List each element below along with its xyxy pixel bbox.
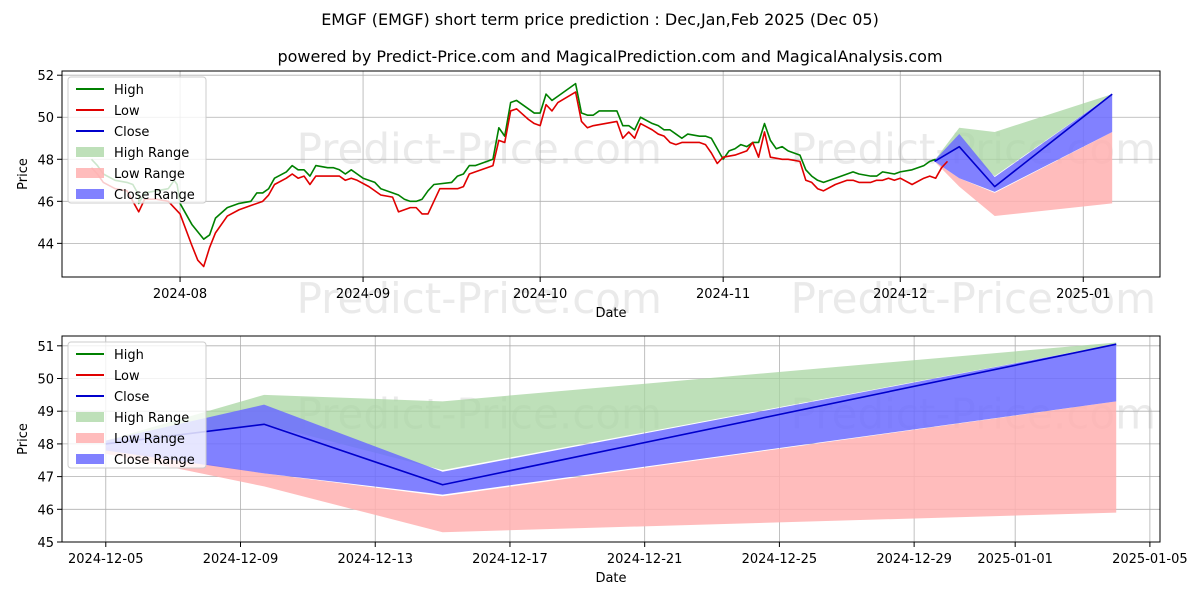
y-tick-label: 49 xyxy=(37,405,54,420)
top-chart-panel: Predict-Price.com Predict-Price.com Predic… xyxy=(16,69,1161,323)
y-tick-label: 47 xyxy=(37,471,54,486)
low-range-band xyxy=(934,131,1113,217)
close-range-legend-swatch xyxy=(76,454,104,464)
low-range-legend-label: Low Range xyxy=(114,167,185,182)
close-legend-label: Close xyxy=(114,390,149,405)
x-tick-label: 2024-10 xyxy=(513,287,567,302)
low-series-line xyxy=(90,91,949,268)
x-tick-label: 2025-01-05 xyxy=(1112,552,1188,567)
x-tick-label: 2024-12-17 xyxy=(472,552,548,567)
high-series-line xyxy=(90,82,936,240)
y-axis-label: Price xyxy=(16,423,31,455)
y-tick-label: 46 xyxy=(37,503,54,518)
y-tick-label: 50 xyxy=(37,111,54,126)
low-range-legend-label: Low Range xyxy=(114,432,185,447)
chart-title: EMGF (EMGF) short term price prediction … xyxy=(321,10,879,29)
y-tick-label: 45 xyxy=(37,536,54,551)
high-range-legend-swatch xyxy=(76,147,104,157)
close-range-legend-label: Close Range xyxy=(114,453,195,468)
high-range-band xyxy=(105,342,1117,471)
low-legend-label: Low xyxy=(114,104,140,119)
low-range-legend-swatch xyxy=(76,168,104,178)
x-tick-label: 2024-12 xyxy=(873,287,927,302)
x-tick-label: 2024-09 xyxy=(336,287,390,302)
x-tick-label: 2025-01-01 xyxy=(977,552,1053,567)
y-tick-label: 52 xyxy=(37,69,54,84)
bottom-chart-panel: Predict-Price.comPredict-Price.com2024-1… xyxy=(16,335,1188,586)
plot-frame xyxy=(61,70,1161,278)
chart-subtitle: powered by Predict-Price.com and Magical… xyxy=(277,47,942,66)
y-tick-label: 48 xyxy=(37,153,54,168)
x-tick-label: 2024-12-09 xyxy=(203,552,279,567)
x-tick-label: 2024-12-25 xyxy=(742,552,818,567)
close-series-line xyxy=(934,93,1113,188)
y-tick-label: 50 xyxy=(37,373,54,388)
plot-marks xyxy=(90,82,1113,268)
y-tick-label: 48 xyxy=(37,438,54,453)
high-range-legend-swatch xyxy=(76,412,104,422)
x-tick-label: 2024-12-05 xyxy=(68,552,144,567)
watermark-text: Predict-Price.com xyxy=(297,125,662,174)
high-legend-label: High xyxy=(114,348,144,363)
low-range-band xyxy=(105,401,1117,533)
x-tick-label: 2025-01 xyxy=(1056,287,1110,302)
watermark-text: Predict-Price.com xyxy=(297,274,662,323)
x-tick-label: 2024-12-29 xyxy=(876,552,952,567)
x-tick-label: 2024-08 xyxy=(153,287,207,302)
high-legend-label: High xyxy=(114,83,144,98)
low-range-legend-swatch xyxy=(76,433,104,443)
low-legend-label: Low xyxy=(114,369,140,384)
high-range-legend-label: High Range xyxy=(114,411,189,426)
high-range-legend-label: High Range xyxy=(114,146,189,161)
close-range-legend-label: Close Range xyxy=(114,188,195,203)
x-axis-label: Date xyxy=(595,571,626,586)
x-tick-label: 2024-11 xyxy=(696,287,750,302)
x-tick-label: 2024-12-21 xyxy=(607,552,683,567)
legend: High Low Close High Range Low Range Close Ran… xyxy=(67,76,207,204)
y-tick-label: 51 xyxy=(37,340,54,355)
close-range-legend-swatch xyxy=(76,189,104,199)
y-tick-label: 46 xyxy=(37,195,54,210)
legend: High Low Close High Range Low Range Close Ran… xyxy=(67,341,207,469)
y-axis-label: Price xyxy=(16,158,31,190)
close-legend-label: Close xyxy=(114,125,149,140)
x-tick-label: 2024-12-13 xyxy=(337,552,413,567)
y-tick-label: 44 xyxy=(37,237,54,252)
close-range-band xyxy=(934,94,1113,192)
plot-frame xyxy=(61,335,1161,543)
watermark-text: Predict-Price.com xyxy=(791,274,1156,323)
x-axis-label: Date xyxy=(595,306,626,321)
high-range-band xyxy=(934,94,1113,177)
